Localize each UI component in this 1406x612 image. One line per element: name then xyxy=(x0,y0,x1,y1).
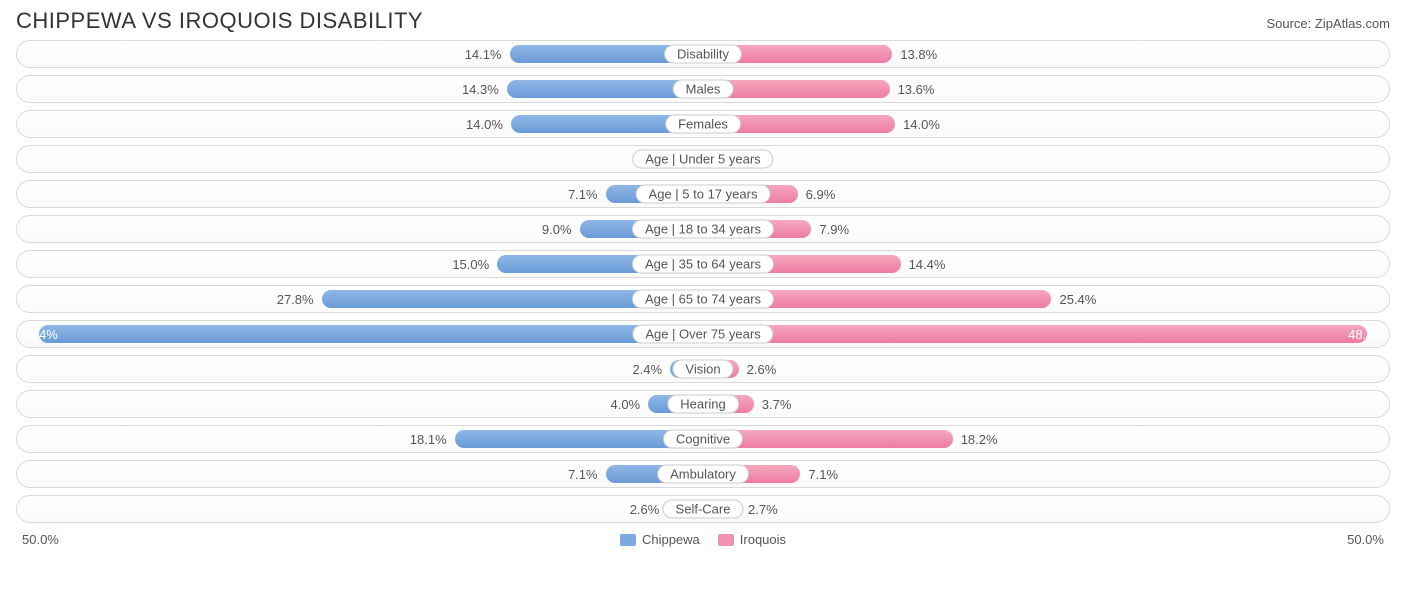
bar-right xyxy=(703,325,1367,343)
legend-label-right: Iroquois xyxy=(740,532,786,547)
value-left: 14.1% xyxy=(465,41,508,67)
value-right: 7.1% xyxy=(802,461,838,487)
legend-item-left: Chippewa xyxy=(620,532,700,547)
value-right: 13.8% xyxy=(894,41,937,67)
category-label: Males xyxy=(673,80,734,99)
chart-row: 14.0% 14.0% Females xyxy=(16,110,1390,138)
value-left: 9.0% xyxy=(542,216,578,242)
value-right: 13.6% xyxy=(892,76,935,102)
chart-row: 14.1% 13.8% Disability xyxy=(16,40,1390,68)
value-left: 18.1% xyxy=(410,426,453,452)
page-title: CHIPPEWA VS IROQUOIS DISABILITY xyxy=(16,8,423,34)
value-left: 2.4% xyxy=(632,356,668,382)
category-label: Disability xyxy=(664,45,742,64)
value-left: 48.4% xyxy=(21,321,64,347)
axis-left-max: 50.0% xyxy=(22,532,59,547)
category-label: Hearing xyxy=(667,395,739,414)
category-label: Ambulatory xyxy=(657,465,749,484)
chart-row: 2.4% 2.6% Vision xyxy=(16,355,1390,383)
category-label: Age | Under 5 years xyxy=(632,150,773,169)
chart-row: 15.0% 14.4% Age | 35 to 64 years xyxy=(16,250,1390,278)
value-right: 14.4% xyxy=(903,251,946,277)
legend-swatch-left xyxy=(620,534,636,546)
legend-swatch-right xyxy=(718,534,734,546)
bar-left xyxy=(39,325,703,343)
category-label: Females xyxy=(665,115,741,134)
value-left: 15.0% xyxy=(452,251,495,277)
chart-row: 4.0% 3.7% Hearing xyxy=(16,390,1390,418)
value-right: 25.4% xyxy=(1053,286,1096,312)
chart-row: 1.9%1.5%Age | Under 5 years xyxy=(16,145,1390,173)
chart-row: 7.1% 7.1% Ambulatory xyxy=(16,460,1390,488)
category-label: Self-Care xyxy=(663,500,744,519)
value-right: 18.2% xyxy=(955,426,998,452)
legend: Chippewa Iroquois xyxy=(620,532,786,547)
value-right: 6.9% xyxy=(800,181,836,207)
value-right: 2.7% xyxy=(742,496,778,522)
chart-row: 9.0% 7.9% Age | 18 to 34 years xyxy=(16,215,1390,243)
value-left: 2.6% xyxy=(630,496,666,522)
chart-row: 14.3% 13.6% Males xyxy=(16,75,1390,103)
chart-row: 18.1% 18.2% Cognitive xyxy=(16,425,1390,453)
value-right: 3.7% xyxy=(756,391,792,417)
chart-row: 2.6% 2.7%Self-Care xyxy=(16,495,1390,523)
category-label: Age | 18 to 34 years xyxy=(632,220,774,239)
diverging-bar-chart: 14.1% 13.8% Disability 14.3% 13.6% Males 14.0%… xyxy=(16,40,1390,523)
value-left: 27.8% xyxy=(277,286,320,312)
chart-row: 27.8% 25.4% Age | 65 to 74 years xyxy=(16,285,1390,313)
value-left: 7.1% xyxy=(568,181,604,207)
value-right: 48.4% xyxy=(1342,321,1385,347)
value-left: 7.1% xyxy=(568,461,604,487)
value-left: 14.0% xyxy=(466,111,509,137)
value-left: 4.0% xyxy=(610,391,646,417)
axis-right-max: 50.0% xyxy=(1347,532,1384,547)
legend-label-left: Chippewa xyxy=(642,532,700,547)
value-right: 2.6% xyxy=(741,356,777,382)
chart-row: 7.1% 6.9% Age | 5 to 17 years xyxy=(16,180,1390,208)
value-right: 14.0% xyxy=(897,111,940,137)
value-left: 14.3% xyxy=(462,76,505,102)
chart-row: 48.4% 48.4% Age | Over 75 years xyxy=(16,320,1390,348)
category-label: Age | 65 to 74 years xyxy=(632,290,774,309)
category-label: Vision xyxy=(672,360,733,379)
category-label: Age | 35 to 64 years xyxy=(632,255,774,274)
category-label: Age | Over 75 years xyxy=(632,325,773,344)
value-right: 7.9% xyxy=(813,216,849,242)
category-label: Age | 5 to 17 years xyxy=(636,185,771,204)
legend-item-right: Iroquois xyxy=(718,532,786,547)
category-label: Cognitive xyxy=(663,430,743,449)
source-attribution: Source: ZipAtlas.com xyxy=(1266,16,1390,31)
